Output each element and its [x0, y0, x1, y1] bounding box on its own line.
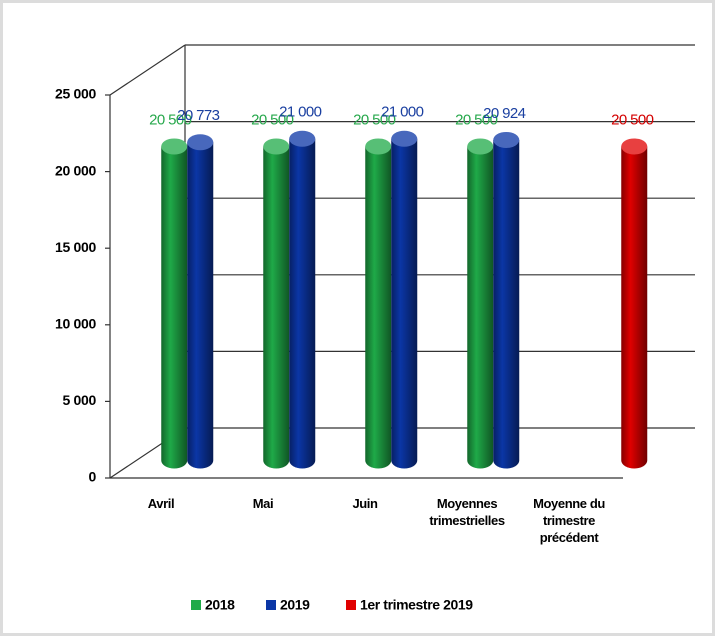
bar-top	[467, 138, 494, 155]
value-label: 21 000	[381, 104, 424, 121]
y-tick-label: 0	[89, 469, 97, 485]
bar-top	[621, 138, 648, 155]
y-tick-label: 25 000	[55, 86, 97, 102]
y-tick-label: 20 000	[55, 162, 97, 178]
y-tick-label: 5 000	[62, 392, 96, 408]
bar-top	[391, 130, 418, 147]
value-label: 20 500	[251, 111, 294, 128]
legend-swatch	[266, 600, 276, 610]
legend-swatch	[191, 600, 201, 610]
bar-top	[263, 138, 290, 155]
bar-top	[365, 138, 392, 155]
x-tick-label: Avril	[147, 496, 175, 511]
bar	[391, 138, 418, 469]
value-label: 20 773	[177, 107, 220, 124]
bar	[365, 146, 392, 469]
legend-label: 1er trimestre 2019	[360, 597, 473, 613]
legend-label: 2018	[205, 597, 235, 613]
x-tick-label: Moyenne du trimestre précédent	[533, 496, 605, 545]
value-label: 20 924	[483, 105, 526, 122]
value-label: 20 500	[611, 111, 654, 128]
x-tick-label: Mai	[252, 496, 274, 511]
x-tick-label: Moyennes trimestrielles	[429, 496, 505, 528]
bar	[161, 146, 188, 469]
bar	[621, 146, 648, 469]
legend-swatch	[346, 600, 356, 610]
legend-label: 2019	[280, 597, 310, 613]
bar	[263, 146, 290, 469]
bar-top	[289, 130, 316, 147]
value-label: 20 500	[353, 111, 396, 128]
bar-top	[187, 134, 214, 151]
bar	[467, 146, 494, 469]
value-label: 21 000	[279, 104, 322, 121]
floor-edge	[109, 44, 186, 96]
bar	[289, 138, 316, 469]
x-tick-label: Juin	[352, 496, 378, 511]
value-label: 20 500	[455, 111, 498, 128]
bar	[493, 139, 520, 469]
y-tick-label: 15 000	[55, 239, 97, 255]
value-label: 20 500	[149, 111, 192, 128]
y-tick-label: 10 000	[55, 316, 97, 332]
bar-top	[493, 131, 520, 148]
bar	[187, 142, 214, 469]
bar-top	[161, 138, 188, 155]
